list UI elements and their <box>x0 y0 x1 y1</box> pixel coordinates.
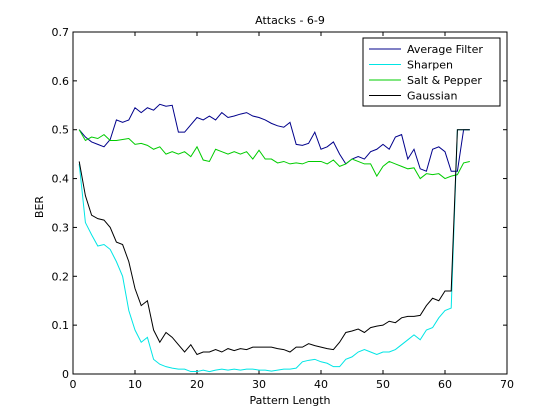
legend-label: Average Filter <box>407 43 483 56</box>
legend-label: Gaussian <box>407 90 457 103</box>
x-axis-title: Pattern Length <box>249 394 330 407</box>
x-tick-label: 40 <box>314 378 328 391</box>
x-tick-label: 60 <box>438 378 452 391</box>
series-line-gaussian <box>78 129 470 356</box>
y-tick-label: 0.5 <box>52 124 70 137</box>
y-tick-label: 0.6 <box>52 75 70 88</box>
series-line-sharpen <box>78 129 470 373</box>
y-tick-label: 0.4 <box>52 173 70 186</box>
legend-label: Salt & Pepper <box>407 74 482 87</box>
legend: Average Filter Sharpen Salt & Pepper Gaussi… <box>362 37 501 107</box>
y-tick-label: 0 <box>62 368 69 381</box>
series-line-salt-pepper <box>78 129 470 180</box>
legend-label: Sharpen <box>407 59 453 72</box>
y-tick-label: 0.1 <box>52 319 70 332</box>
x-tick-label: 0 <box>70 378 77 391</box>
y-tick-label: 0.3 <box>52 221 70 234</box>
x-tick-label: 50 <box>376 378 390 391</box>
y-tick-label: 0.7 <box>52 26 70 39</box>
x-tick-label: 10 <box>128 378 142 391</box>
chart-title: Attacks - 6-9 <box>255 14 325 27</box>
y-axis-title: BER <box>33 196 46 218</box>
x-tick-label: 30 <box>252 378 266 391</box>
x-tick-label: 20 <box>190 378 204 391</box>
series-line-average-filter <box>78 103 470 172</box>
x-tick-label: 70 <box>500 378 514 391</box>
y-tick-label: 0.2 <box>52 270 70 283</box>
